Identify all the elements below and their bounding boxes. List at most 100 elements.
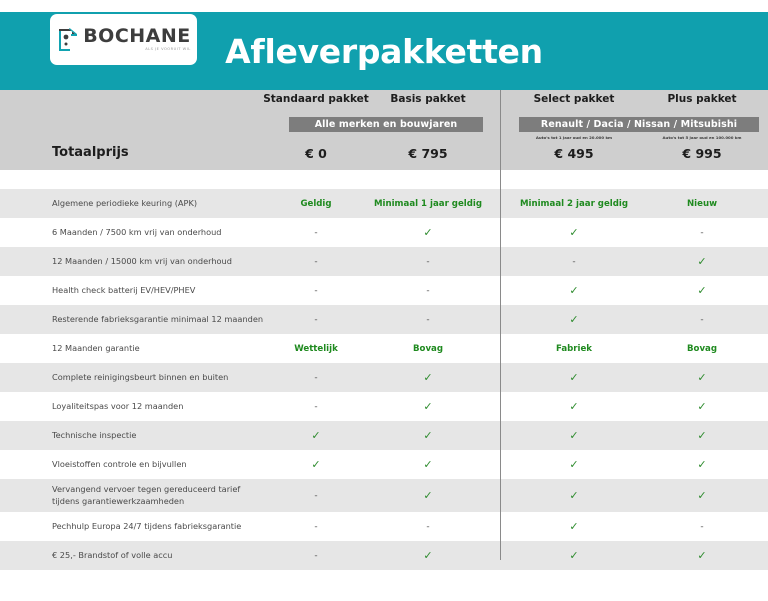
cell-check-icon: ✓ [697,549,707,562]
header-spacer [0,170,768,189]
row-label: Vervangend vervoer tegen gereduceerd tar… [52,483,241,506]
cell-check-icon: ✓ [569,458,579,471]
car-glyph-icon [56,27,78,53]
table-row: 12 Maanden / 15000 km vrij van onderhoud… [0,247,768,276]
total-price-label: Totaalprijs [52,145,129,160]
column-header-basis: Basis pakket [390,93,466,105]
cell-check-icon: ✓ [697,371,707,384]
logo-tagline: ALS JE VOORUIT WIL [145,47,191,52]
row-label: € 25,- Brandstof of volle accu [52,549,173,560]
table-row: Loyaliteitspas voor 12 maanden - ✓ ✓ ✓ [0,392,768,421]
cell-not-included: - [700,521,704,532]
row-label: Loyaliteitspas voor 12 maanden [52,400,184,411]
row-label: 12 Maanden garantie [52,342,140,353]
cell-check-icon: ✓ [423,489,433,502]
cell-check-icon: ✓ [569,313,579,326]
cell-not-included: - [700,314,704,325]
cell-check-icon: ✓ [423,400,433,413]
cell-check-icon: ✓ [423,429,433,442]
comparison-table: Standaard pakket Basis pakket Select pak… [0,90,768,601]
badge-all-brands: Alle merken en bouwjaren [289,117,483,132]
cell-value: Minimaal 1 jaar geldig [374,198,482,209]
cell-check-icon: ✓ [569,520,579,533]
cell-check-icon: ✓ [569,549,579,562]
cell-check-icon: ✓ [697,458,707,471]
row-label: 6 Maanden / 7500 km vrij van onderhoud [52,226,222,237]
column-note-plus: Auto's tot 5 jaar oud en 100.000 km [662,135,742,140]
cell-check-icon: ✓ [569,284,579,297]
table-row: Vloeistoffen controle en bijvullen ✓ ✓ ✓ ✓ [0,450,768,479]
cell-value: Geldig [300,198,332,209]
cell-value: Bovag [686,343,717,354]
column-header-select: Select pakket [533,93,615,105]
row-label: Resterende fabrieksgarantie minimaal 12 … [52,313,264,324]
cell-check-icon: ✓ [569,489,579,502]
cell-not-included: - [314,372,318,383]
table-row: Technische inspectie ✓ ✓ ✓ ✓ [0,421,768,450]
table-row: 6 Maanden / 7500 km vrij van onderhoud - ✓… [0,218,768,247]
cell-check-icon: ✓ [697,255,707,268]
cell-check-icon: ✓ [569,371,579,384]
cell-not-included: - [426,314,430,325]
cell-not-included: - [426,521,430,532]
cell-not-included: - [700,227,704,238]
cell-value: Bovag [412,343,443,354]
cell-not-included: - [314,490,318,501]
brand-logo: BOCHANE ALS JE VOORUIT WIL [50,14,197,65]
row-label: Technische inspectie [52,429,137,440]
table-row: 12 Maanden garantie Wettelijk Bovag Fabriek… [0,334,768,363]
cell-value: Minimaal 2 jaar geldig [520,198,628,209]
cell-check-icon: ✓ [423,226,433,239]
cell-value: Fabriek [555,343,593,354]
cell-not-included: - [314,401,318,412]
price-basis: € 795 [408,146,448,161]
cell-check-icon: ✓ [423,549,433,562]
cell-check-icon: ✓ [311,458,321,471]
table-row: Resterende fabrieksgarantie minimaal 12 … [0,305,768,334]
price-plus: € 995 [682,146,722,161]
cell-not-included: - [314,227,318,238]
cell-check-icon: ✓ [423,458,433,471]
price-standaard: € 0 [305,146,327,161]
table-row: Complete reinigingsbeurt binnen en buite… [0,363,768,392]
badge-brand-list: Renault / Dacia / Nissan / Mitsubishi [519,117,759,132]
row-label: Algemene periodieke keuring (APK) [52,197,198,208]
cell-check-icon: ✓ [569,400,579,413]
cell-check-icon: ✓ [697,284,707,297]
row-label: Health check batterij EV/HEV/PHEV [52,284,196,295]
table-footer-spacer [0,570,768,601]
row-label: Pechhulp Europa 24/7 tijdens fabrieksgar… [52,520,242,531]
cell-value: Nieuw [686,198,718,209]
cell-value: Wettelijk [294,343,338,354]
column-group-divider [500,90,501,560]
price-select: € 495 [554,146,594,161]
cell-not-included: - [572,256,576,267]
table-row: Vervangend vervoer tegen gereduceerd tar… [0,479,768,512]
cell-not-included: - [426,256,430,267]
row-label: Complete reinigingsbeurt binnen en buite… [52,371,229,382]
cell-check-icon: ✓ [311,429,321,442]
table-row: € 25,- Brandstof of volle accu - ✓ ✓ ✓ [0,541,768,570]
table-row: Algemene periodieke keuring (APK) Geldig M… [0,189,768,218]
column-note-select: Auto's tot 1 jaar oud en 20.000 km [535,135,613,140]
table-row: Health check batterij EV/HEV/PHEV - - ✓ ✓ [0,276,768,305]
cell-not-included: - [314,550,318,561]
cell-check-icon: ✓ [697,429,707,442]
row-label: Vloeistoffen controle en bijvullen [52,458,187,469]
cell-check-icon: ✓ [569,226,579,239]
cell-not-included: - [426,285,430,296]
logo-wordmark: BOCHANE [83,25,191,48]
column-header-standaard: Standaard pakket [263,93,369,105]
row-label: 12 Maanden / 15000 km vrij van onderhoud [52,255,232,266]
cell-not-included: - [314,256,318,267]
table-header: Standaard pakket Basis pakket Select pak… [0,90,768,170]
cell-check-icon: ✓ [423,371,433,384]
cell-not-included: - [314,285,318,296]
table-row: Pechhulp Europa 24/7 tijdens fabrieksgar… [0,512,768,541]
cell-check-icon: ✓ [697,489,707,502]
cell-check-icon: ✓ [697,400,707,413]
cell-not-included: - [314,521,318,532]
cell-not-included: - [314,314,318,325]
table-body: Algemene periodieke keuring (APK) Geldig M… [0,189,768,601]
cell-check-icon: ✓ [569,429,579,442]
